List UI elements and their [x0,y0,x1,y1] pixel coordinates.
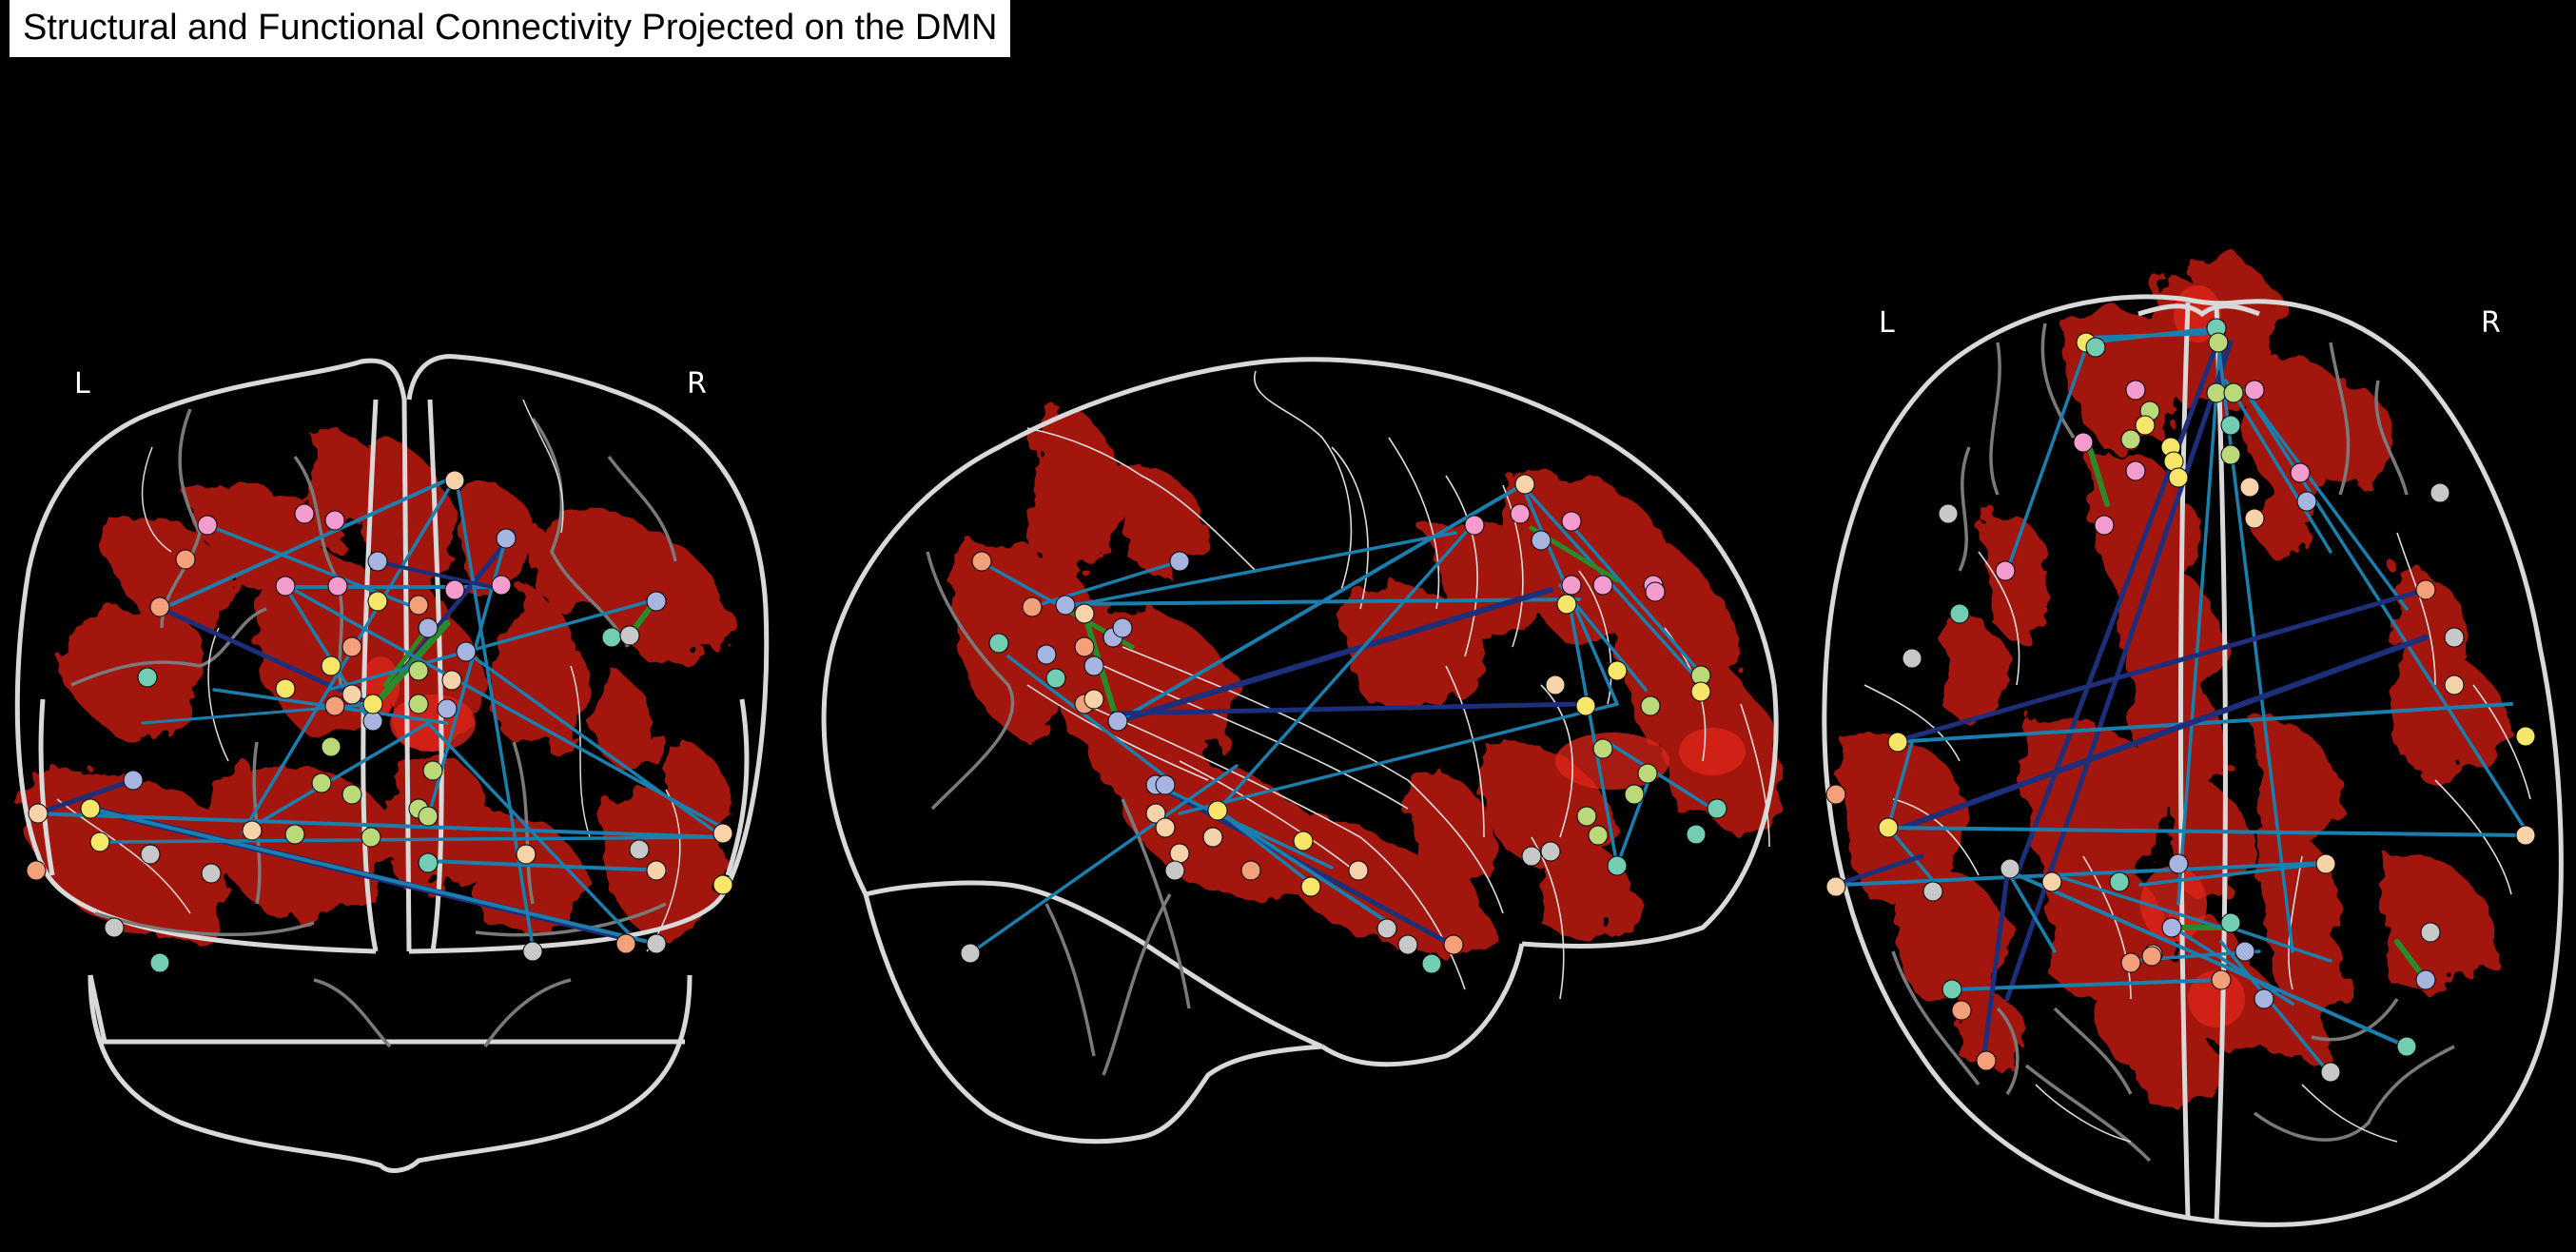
sagittal-view [821,357,1782,1144]
axial-edges [1833,325,2532,1077]
axial-sulci [1891,323,2455,1163]
sagittal-sulci [926,551,1191,1076]
axial-left-label: L [1879,306,1895,340]
coronal-left-label: L [74,367,90,401]
axial-nodes [1825,318,2536,1083]
axial-right-label: R [2481,306,2501,340]
axial-view [1822,257,2564,1227]
coronal-outline [14,354,770,1173]
sagittal-edges [968,483,1714,955]
coronal-view [14,354,770,1173]
coronal-nodes [26,470,733,973]
sagittal-nodes [960,474,1727,974]
figure-title: Structural and Functional Connectivity P… [10,0,1011,57]
coronal-right-label: R [687,367,707,401]
sagittal-outline [821,357,1779,1144]
